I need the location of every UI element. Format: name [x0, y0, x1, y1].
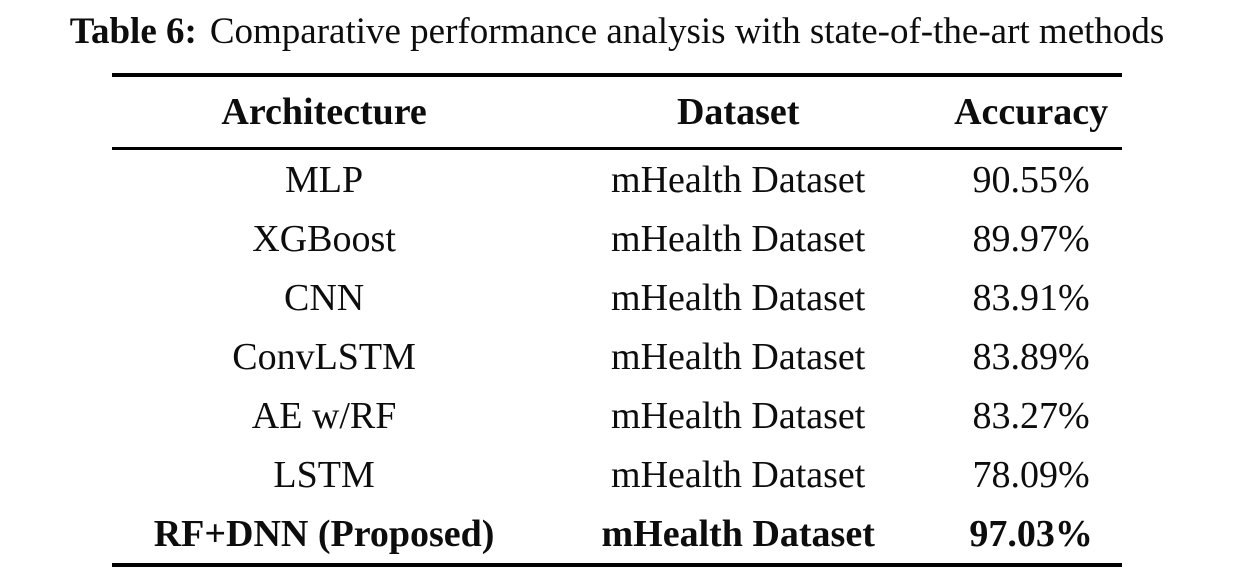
cell-dataset: mHealth Dataset — [611, 453, 866, 496]
table-row-proposed: RF+DNN (Proposed) mHealth Dataset 97.03% — [112, 504, 1122, 565]
results-table: Architecture Dataset Accuracy MLP mHealt… — [112, 73, 1122, 567]
cell-accuracy: 83.91% — [972, 276, 1090, 319]
table-row: CNN mHealth Dataset 83.91% — [112, 268, 1122, 327]
table-row: LSTM mHealth Dataset 78.09% — [112, 445, 1122, 504]
table-row: XGBoost mHealth Dataset 89.97% — [112, 209, 1122, 268]
table-caption: Table 6: Comparative performance analysis… — [0, 0, 1234, 73]
cell-accuracy: 90.55% — [972, 158, 1090, 201]
cell-dataset: mHealth Dataset — [601, 512, 875, 555]
caption-label: Table 6: — [69, 11, 197, 52]
cell-architecture: MLP — [285, 158, 364, 201]
cell-dataset: mHealth Dataset — [611, 217, 866, 260]
cell-accuracy: 89.97% — [972, 217, 1090, 260]
column-header-accuracy: Accuracy — [940, 75, 1122, 150]
column-header-architecture: Architecture — [112, 75, 537, 150]
cell-dataset: mHealth Dataset — [611, 276, 866, 319]
table-row: MLP mHealth Dataset 90.55% — [112, 149, 1122, 210]
cell-accuracy: 78.09% — [972, 453, 1090, 496]
cell-architecture: LSTM — [273, 453, 375, 496]
cell-architecture: XGBoost — [252, 217, 396, 260]
cell-dataset: mHealth Dataset — [611, 394, 866, 437]
cell-architecture: RF+DNN (Proposed) — [153, 512, 495, 555]
cell-accuracy: 97.03% — [969, 512, 1093, 555]
table-header-row: Architecture Dataset Accuracy — [112, 75, 1122, 150]
cell-architecture: AE w/RF — [251, 394, 397, 437]
cell-architecture: CNN — [283, 276, 365, 319]
cell-dataset: mHealth Dataset — [611, 335, 866, 378]
table-row: ConvLSTM mHealth Dataset 83.89% — [112, 327, 1122, 386]
cell-dataset: mHealth Dataset — [611, 158, 866, 201]
cell-accuracy: 83.27% — [972, 394, 1090, 437]
cell-architecture: ConvLSTM — [232, 335, 416, 378]
caption-text: Comparative performance analysis with st… — [209, 11, 1165, 52]
table-row: AE w/RF mHealth Dataset 83.27% — [112, 386, 1122, 445]
column-header-dataset: Dataset — [536, 75, 941, 150]
cell-accuracy: 83.89% — [972, 335, 1090, 378]
